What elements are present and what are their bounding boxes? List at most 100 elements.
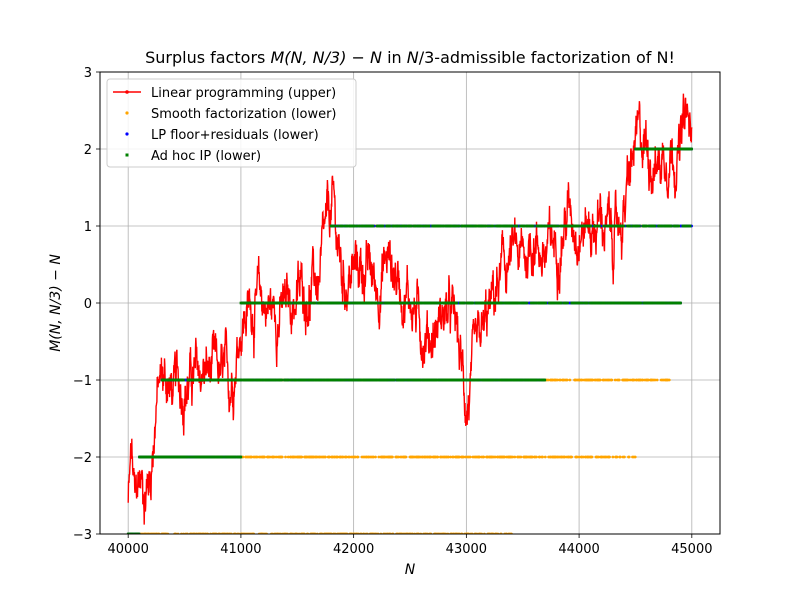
data-point [650,301,654,305]
data-point [513,455,517,459]
data-point [477,224,481,228]
data-point [419,378,422,382]
data-point [392,378,396,382]
data-point [517,378,521,382]
data-point [473,378,477,382]
data-point [151,455,154,459]
data-point [536,301,540,305]
data-point [611,455,615,459]
data-point [348,301,352,305]
data-point [491,224,495,228]
data-point [346,224,350,228]
data-point [655,378,659,382]
data-point [466,224,470,228]
data-point [209,378,212,382]
data-point [281,301,285,305]
data-point [674,147,677,151]
data-point [685,147,689,151]
data-point [493,455,497,459]
data-point [202,378,206,382]
data-point [404,378,408,382]
legend-swatch-marker [125,132,129,136]
data-point [342,378,346,382]
legend-swatch-marker [125,90,129,94]
data-point [270,301,274,305]
data-point [375,224,379,228]
data-point [268,378,272,382]
data-point [404,455,408,459]
data-point [627,455,631,459]
legend-swatch-marker [125,111,129,115]
data-point [128,532,131,534]
data-point [390,378,394,382]
data-point [519,224,522,228]
x-axis: 40000 41000 42000 43000 44000 45000 [108,534,712,557]
data-point [483,224,486,228]
data-point [477,301,480,305]
chart-title-math2: N [407,48,419,67]
data-point [162,378,165,382]
data-point [231,378,234,382]
data-point [244,301,247,305]
data-point [354,224,357,228]
data-point [286,378,290,382]
data-point [320,301,323,305]
data-point [509,378,513,382]
data-point [492,378,495,382]
data-point [640,301,643,305]
data-point [286,301,290,305]
data-point [441,224,444,228]
data-point [611,224,615,228]
data-point [247,301,250,305]
data-point [614,301,617,305]
data-point [324,378,327,382]
data-point [464,455,467,459]
data-point [423,224,426,228]
data-point [397,224,401,228]
data-point [642,147,645,151]
data-point [425,224,428,228]
data-point [534,301,538,305]
data-point [374,455,377,459]
data-point [272,455,276,459]
data-point [356,455,360,459]
data-point [511,455,515,459]
data-point [615,455,619,459]
data-point [442,224,446,228]
data-point [570,455,574,459]
x-tick-label: 45000 [671,542,712,557]
data-point [671,301,674,305]
data-point [451,301,455,305]
data-point [518,301,521,305]
data-point [155,455,158,459]
data-point [503,455,507,459]
data-point [550,224,553,228]
data-point [659,224,662,228]
data-point [610,224,614,228]
data-point [503,224,507,228]
y-tick-label: −1 [73,374,92,389]
data-point [250,455,254,459]
data-point [438,224,442,228]
data-point [399,301,402,305]
data-point [429,378,432,382]
data-point [546,378,550,382]
data-point [506,224,510,228]
data-point [563,301,567,305]
data-point [370,301,374,305]
data-point [589,301,592,305]
data-point [648,224,651,228]
data-point [388,224,392,228]
data-point [590,455,594,459]
data-point [257,301,261,305]
data-point [480,224,484,228]
data-point [448,224,452,228]
data-point [192,455,195,459]
data-point [184,455,188,459]
data-point [221,455,224,459]
data-point [598,224,601,228]
data-point [345,378,348,382]
data-point [538,455,542,459]
data-point [463,224,467,228]
